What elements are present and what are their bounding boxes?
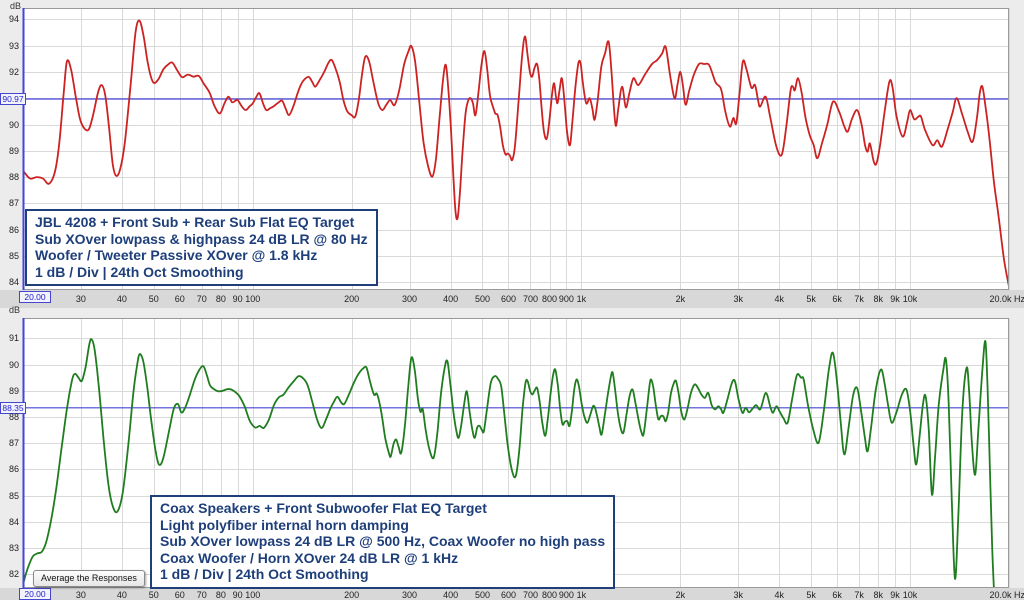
annotation-box-bottom: Coax Speakers + Front Subwoofer Flat EQ … bbox=[150, 495, 616, 589]
x-tick-label: 90 bbox=[232, 294, 243, 304]
x-tick-label: 5k bbox=[806, 590, 816, 600]
response-curve bbox=[23, 338, 995, 588]
x-tick-label: 4k bbox=[774, 590, 785, 600]
y-tick-label: 88 bbox=[8, 172, 19, 183]
x-tick-label: 400 bbox=[443, 590, 459, 600]
x-tick-label: 6k bbox=[832, 294, 842, 304]
annotation-line: 1 dB / Div | 24th Oct Smoothing bbox=[35, 263, 244, 280]
x-tick-label: 200 bbox=[344, 590, 360, 600]
x-tick-label: 20.0k Hz bbox=[989, 294, 1024, 304]
cursor-frequency-readout-top[interactable]: 20.00 bbox=[19, 291, 51, 303]
x-tick-label: 100 bbox=[245, 294, 261, 304]
x-tick-label: 40 bbox=[116, 294, 127, 304]
x-tick-label: 50 bbox=[148, 590, 159, 600]
x-tick-label: 100 bbox=[245, 590, 261, 600]
y-tick-label: 90 bbox=[8, 119, 19, 130]
x-tick-label: 20.0k Hz bbox=[989, 590, 1024, 600]
x-tick-label: 4k bbox=[774, 294, 785, 304]
x-tick-label: 900 bbox=[558, 590, 574, 600]
cursor-level-readout-bottom[interactable]: 88.35 bbox=[0, 401, 26, 414]
x-tick-label: 50 bbox=[148, 294, 159, 304]
y-tick-label: 93 bbox=[8, 40, 19, 51]
annotation-line: Woofer / Tweeter Passive XOver @ 1.8 kHz bbox=[35, 247, 318, 263]
y-tick-label: 85 bbox=[8, 490, 19, 501]
y-tick-label: 84 bbox=[8, 277, 19, 288]
x-tick-label: 80 bbox=[215, 590, 226, 600]
y-tick-label: 86 bbox=[8, 464, 19, 475]
y-tick-label: 84 bbox=[8, 516, 19, 527]
x-tick-label: 8k bbox=[873, 294, 883, 304]
y-axis-unit-label-bottom: dB bbox=[9, 305, 21, 315]
y-axis-unit-label-top: dB bbox=[10, 1, 22, 11]
y-tick-label: 90 bbox=[8, 359, 19, 370]
x-tick-label: 3k bbox=[733, 590, 743, 600]
x-tick-label: 2k bbox=[675, 294, 686, 304]
x-tick-label: 9k bbox=[890, 590, 900, 600]
x-tick-label: 600 bbox=[500, 294, 516, 304]
cursor-frequency-readout-bottom[interactable]: 20.00 bbox=[19, 588, 51, 600]
x-tick-label: 800 bbox=[542, 294, 558, 304]
x-tick-label: 60 bbox=[174, 294, 185, 304]
x-axis-strip bbox=[0, 588, 1024, 600]
y-tick-label: 94 bbox=[8, 14, 19, 25]
x-tick-label: 300 bbox=[402, 590, 418, 600]
annotation-line: JBL 4208 + Front Sub + Rear Sub Flat EQ … bbox=[35, 214, 355, 230]
x-tick-label: 1k bbox=[576, 590, 587, 600]
cursor-level-readout-top[interactable]: 90.97 bbox=[0, 93, 26, 106]
x-tick-label: 60 bbox=[174, 590, 185, 600]
x-tick-label: 70 bbox=[196, 590, 207, 600]
average-responses-button[interactable]: Average the Responses bbox=[33, 570, 145, 587]
x-tick-label: 30 bbox=[75, 590, 86, 600]
x-tick-label: 900 bbox=[558, 294, 574, 304]
y-tick-label: 85 bbox=[8, 251, 19, 262]
x-tick-label: 90 bbox=[232, 590, 243, 600]
x-tick-label: 7k bbox=[854, 590, 864, 600]
x-tick-label: 700 bbox=[522, 294, 538, 304]
x-tick-label: 7k bbox=[854, 294, 864, 304]
x-tick-label: 10k bbox=[902, 294, 918, 304]
x-tick-label: 80 bbox=[215, 294, 226, 304]
x-tick-label: 700 bbox=[522, 590, 538, 600]
x-tick-label: 40 bbox=[116, 590, 127, 600]
x-tick-label: 600 bbox=[500, 590, 516, 600]
annotation-line: Sub XOver lowpass 24 dB LR @ 500 Hz, Coa… bbox=[160, 533, 606, 549]
x-tick-label: 30 bbox=[75, 294, 86, 304]
annotation-line: 1 dB / Div | 24th Oct Smoothing bbox=[160, 566, 369, 582]
y-tick-label: 89 bbox=[8, 385, 19, 396]
x-tick-label: 800 bbox=[542, 590, 558, 600]
x-tick-label: 70 bbox=[196, 294, 207, 304]
annotation-line: Coax Speakers + Front Subwoofer Flat EQ … bbox=[160, 500, 487, 516]
y-tick-label: 87 bbox=[8, 438, 19, 449]
y-tick-label: 86 bbox=[8, 224, 19, 235]
x-tick-label: 300 bbox=[402, 294, 418, 304]
x-tick-label: 2k bbox=[675, 590, 686, 600]
x-tick-label: 1k bbox=[576, 294, 587, 304]
annotation-line: Sub XOver lowpass & highpass 24 dB LR @ … bbox=[35, 230, 368, 247]
y-tick-label: 82 bbox=[8, 569, 19, 580]
y-tick-label: 91 bbox=[8, 333, 19, 344]
x-tick-label: 500 bbox=[474, 294, 490, 304]
y-tick-label: 83 bbox=[8, 542, 19, 553]
x-tick-label: 10k bbox=[902, 590, 918, 600]
x-tick-label: 6k bbox=[832, 590, 842, 600]
y-tick-label: 89 bbox=[8, 145, 19, 156]
y-tick-label: 87 bbox=[8, 198, 19, 209]
x-tick-label: 3k bbox=[733, 294, 743, 304]
x-axis-strip bbox=[0, 290, 1024, 308]
annotation-box-top: JBL 4208 + Front Sub + Rear Sub Flat EQ … bbox=[25, 209, 378, 286]
x-tick-label: 500 bbox=[474, 590, 490, 600]
response-curve bbox=[23, 19, 1009, 287]
x-tick-label: 8k bbox=[873, 590, 883, 600]
annotation-line: Light polyfiber internal horn damping bbox=[160, 516, 409, 533]
x-tick-label: 5k bbox=[806, 294, 816, 304]
x-tick-label: 400 bbox=[443, 294, 459, 304]
annotation-line: Coax Woofer / Horn XOver 24 dB LR @ 1 kH… bbox=[160, 549, 459, 566]
x-tick-label: 9k bbox=[890, 294, 900, 304]
x-tick-label: 200 bbox=[344, 294, 360, 304]
y-tick-label: 88 bbox=[8, 411, 19, 422]
y-tick-label: 92 bbox=[8, 66, 19, 77]
